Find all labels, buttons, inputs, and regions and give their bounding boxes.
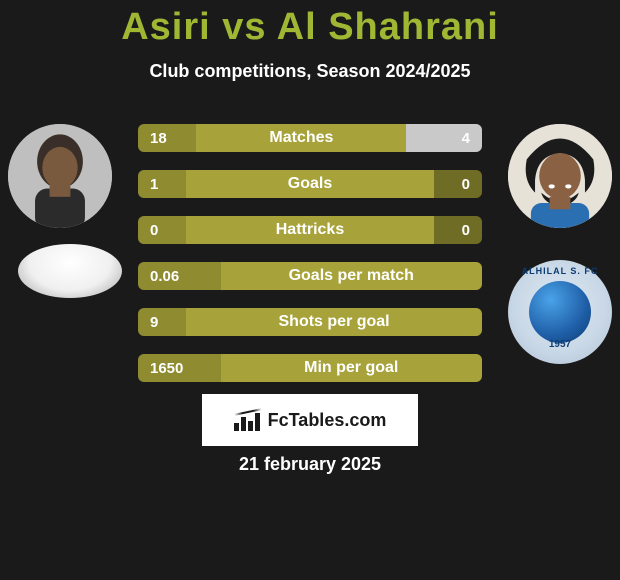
stat-value: 0.06 [150,268,179,285]
stat-row: 1 Goals 0 [138,170,482,198]
branding-text: FcTables.com [268,410,387,431]
club-right-arc-text: ALHILAL S. FC [508,266,612,276]
stat-value: 18 [150,130,167,147]
stat-right-segment: 4 [406,124,482,152]
stat-row: 0.06 Goals per match [138,262,482,290]
stat-label: Hattricks [276,221,344,239]
stat-left-segment: 1650 [138,354,221,382]
stat-mid-segment: Hattricks [186,216,434,244]
stat-mid-segment: Goals per match [221,262,482,290]
stat-value: 1 [150,176,158,193]
stat-left-segment: 0.06 [138,262,221,290]
stat-label: Shots per goal [279,313,390,331]
stat-value: 1650 [150,360,183,377]
stat-row: 18 Matches 4 [138,124,482,152]
snapshot-date: 21 february 2025 [0,454,620,475]
football-icon [529,281,591,343]
page-subtitle: Club competitions, Season 2024/2025 [0,61,620,82]
stat-value: 4 [462,130,470,147]
stat-label: Goals [288,175,332,193]
comparison-card: Asiri vs Al Shahrani Club competitions, … [0,0,620,580]
stat-mid-segment: Shots per goal [186,308,482,336]
stat-value: 9 [150,314,158,331]
stat-row: 0 Hattricks 0 [138,216,482,244]
person-silhouette-icon [8,124,112,228]
stat-left-segment: 18 [138,124,196,152]
stat-left-segment: 9 [138,308,186,336]
stat-mid-segment: Goals [186,170,434,198]
stat-value: 0 [462,176,470,193]
player-right-avatar [508,124,612,228]
stat-right-segment: 0 [434,170,482,198]
stat-row: 1650 Min per goal [138,354,482,382]
stat-value: 0 [150,222,158,239]
stat-label: Goals per match [289,267,414,285]
stat-mid-segment: Min per goal [221,354,482,382]
stat-row: 9 Shots per goal [138,308,482,336]
stat-value: 0 [462,222,470,239]
comparison-bars: 18 Matches 4 1 Goals 0 0 Hattricks 0 0.06 Goals pe… [138,124,482,400]
fctables-logo-icon [234,409,262,431]
stat-label: Min per goal [304,359,398,377]
person-silhouette-icon [508,124,612,228]
stat-right-segment: 0 [434,216,482,244]
page-title: Asiri vs Al Shahrani [0,6,620,49]
stat-left-segment: 0 [138,216,186,244]
stat-label: Matches [269,129,333,147]
club-right-year: 1957 [508,339,612,350]
stat-left-segment: 1 [138,170,186,198]
stat-mid-segment: Matches [196,124,406,152]
branding-badge[interactable]: FcTables.com [202,394,418,446]
club-left-badge [18,244,122,298]
player-left-avatar [8,124,112,228]
club-right-badge: ALHILAL S. FC 1957 [508,260,612,364]
